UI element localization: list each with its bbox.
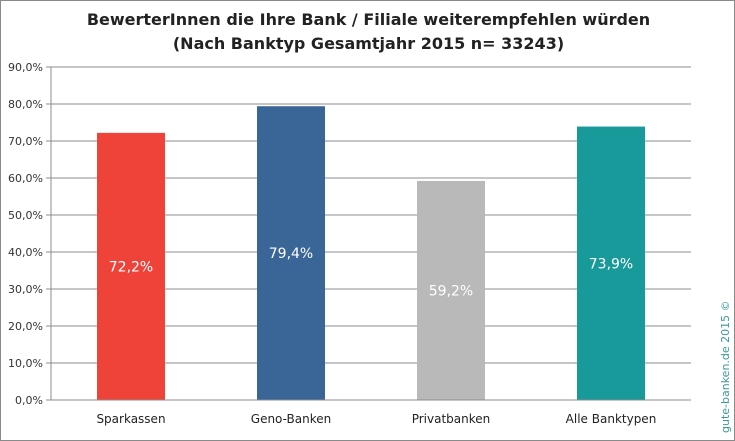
y-tick-label: 70,0% [8, 135, 43, 148]
bar [417, 180, 485, 400]
y-tick-label: 30,0% [8, 283, 43, 296]
y-tick-label: 40,0% [8, 246, 43, 259]
x-tick-label: Sparkassen [96, 412, 165, 426]
data-label: 73,9% [589, 256, 633, 272]
data-label: 59,2% [429, 283, 473, 299]
y-tick-label: 80,0% [8, 98, 43, 111]
y-tick-label: 60,0% [8, 172, 43, 185]
bar [97, 132, 165, 401]
bar [577, 126, 645, 400]
chart-subtitle: (Nach Banktyp Gesamtjahr 2015 n= 33243) [172, 34, 565, 53]
watermark: gute-banken.de 2015 © [719, 300, 732, 433]
data-label: 72,2% [109, 259, 153, 275]
x-tick-label: Alle Banktypen [566, 412, 657, 426]
y-tick-label: 10,0% [8, 357, 43, 370]
bar [257, 106, 325, 400]
y-tick-label: 90,0% [8, 61, 43, 74]
chart-title: BewerterInnen die Ihre Bank / Filiale we… [86, 10, 651, 29]
x-tick-label: Privatbanken [412, 412, 491, 426]
x-tick-label: Geno-Banken [251, 412, 331, 426]
y-tick-label: 20,0% [8, 320, 43, 333]
y-tick-label: 50,0% [8, 209, 43, 222]
y-tick-label: 0,0% [15, 394, 43, 407]
data-label: 79,4% [269, 246, 313, 262]
